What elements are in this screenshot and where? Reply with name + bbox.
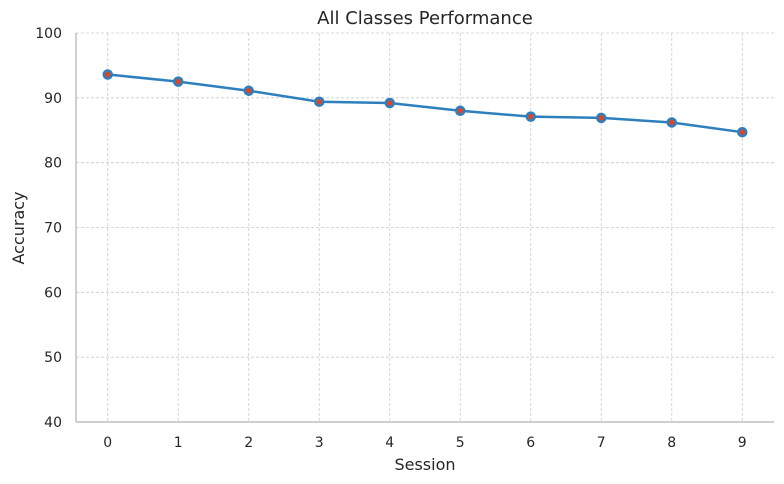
y-axis-label: Accuracy xyxy=(9,191,28,264)
x-tick-label: 7 xyxy=(597,435,606,451)
data-point xyxy=(243,85,254,96)
y-tick-label: 70 xyxy=(44,221,62,237)
data-point xyxy=(172,76,184,87)
data-point xyxy=(596,112,607,124)
x-tick-label: 1 xyxy=(174,435,183,451)
y-tick-labels: 40 50 60 70 80 90 100 xyxy=(35,26,62,431)
data-point xyxy=(384,97,395,109)
x-tick-label: 6 xyxy=(526,435,535,451)
chart-title: All Classes Performance xyxy=(317,8,533,29)
x-tick-label: 4 xyxy=(385,435,394,451)
x-tick-label: 8 xyxy=(667,435,676,451)
y-tick-label: 80 xyxy=(44,156,62,172)
data-point xyxy=(666,117,678,128)
y-tick-label: 40 xyxy=(44,415,62,431)
grid xyxy=(76,32,774,423)
series-line xyxy=(107,73,743,134)
x-tick-label: 0 xyxy=(103,435,112,451)
data-point xyxy=(737,126,748,138)
axes xyxy=(75,33,774,423)
y-tick-label: 100 xyxy=(35,26,62,42)
y-tick-label: 90 xyxy=(44,91,62,107)
y-tick-label: 60 xyxy=(44,285,62,301)
data-point xyxy=(313,96,325,107)
x-tick-labels: 0 1 2 3 4 5 6 7 8 9 xyxy=(103,435,746,451)
data-point xyxy=(455,105,466,117)
x-tick-label: 2 xyxy=(244,435,253,451)
x-axis-label: Session xyxy=(394,455,455,474)
x-tick-label: 3 xyxy=(315,435,324,451)
series xyxy=(102,69,748,138)
data-point xyxy=(525,111,537,122)
data-point xyxy=(102,69,113,80)
x-tick-label: 5 xyxy=(456,435,465,451)
x-tick-label: 9 xyxy=(738,435,747,451)
y-tick-label: 50 xyxy=(44,350,62,366)
